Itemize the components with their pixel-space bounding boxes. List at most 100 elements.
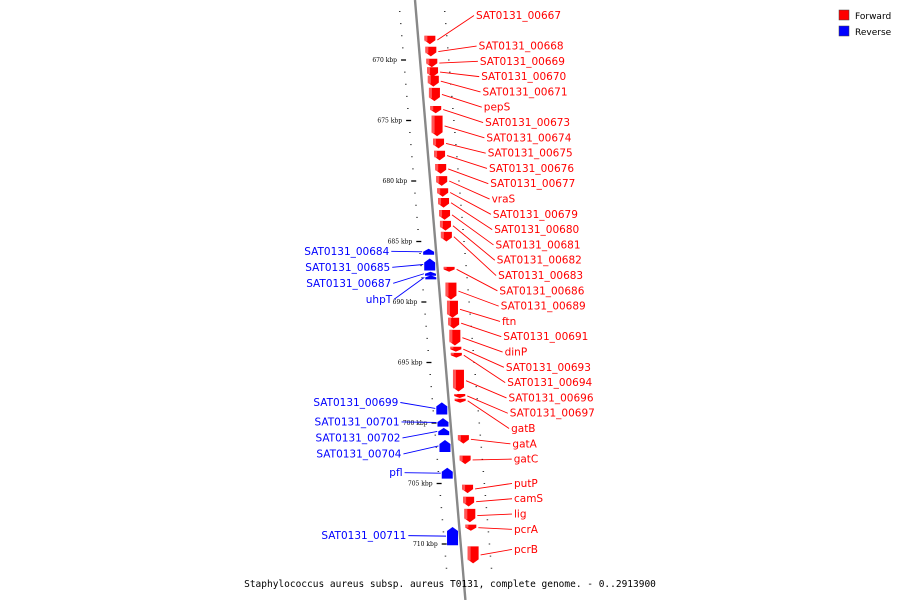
forward-gene-leader bbox=[437, 15, 475, 41]
forward-gene-shade bbox=[446, 300, 450, 315]
legend-label-forward: Forward bbox=[855, 12, 891, 22]
reverse-gene-leader bbox=[393, 277, 425, 300]
reverse-gene-leader bbox=[401, 421, 437, 423]
forward-gene-leader bbox=[472, 458, 512, 461]
forward-gene-shade bbox=[459, 455, 463, 462]
forward-gene-label: dinP bbox=[505, 347, 528, 359]
tick-label: 670 kbp bbox=[372, 57, 397, 64]
forward-gene-shade bbox=[430, 105, 434, 111]
tick-label: 690 kbp bbox=[393, 299, 418, 306]
forward-gene-shade bbox=[443, 266, 447, 269]
forward-gene-shade bbox=[454, 398, 458, 400]
reverse-gene-leader bbox=[400, 402, 436, 409]
tick-label: 705 kbp bbox=[408, 481, 433, 488]
forward-gene-leader bbox=[463, 354, 506, 384]
reverse-gene bbox=[447, 527, 459, 546]
forward-gene-label: SAT0131_00676 bbox=[489, 163, 574, 175]
reverse-gene bbox=[441, 467, 453, 479]
forward-gene-shade bbox=[431, 115, 435, 134]
forward-gene-label: gatA bbox=[512, 438, 537, 450]
forward-gene-label: SAT0131_00680 bbox=[494, 224, 579, 236]
reverse-gene-label: SAT0131_00711 bbox=[321, 530, 406, 542]
legend: Forward Reverse bbox=[838, 9, 892, 38]
forward-gene-label: SAT0131_00670 bbox=[481, 71, 566, 83]
reverse-gene-leader bbox=[404, 472, 441, 474]
reverse-gene-label: SAT0131_00701 bbox=[315, 416, 400, 428]
reverse-gene-leader bbox=[393, 273, 425, 284]
reverse-gene-label: uhpT bbox=[366, 294, 393, 306]
reverse-gene-leader bbox=[408, 535, 447, 537]
reverse-gene-label: SAT0131_00702 bbox=[315, 432, 400, 444]
forward-gene-shade bbox=[454, 393, 458, 395]
forward-gene-shade bbox=[452, 369, 456, 389]
forward-gene-shade bbox=[463, 496, 467, 504]
reverse-gene-label: SAT0131_00704 bbox=[316, 448, 401, 460]
reverse-gene-leader bbox=[392, 264, 424, 268]
forward-gene-shade bbox=[449, 329, 453, 343]
forward-gene-label: vraS bbox=[492, 194, 516, 206]
forward-gene-leader bbox=[448, 168, 489, 185]
reverse-gene bbox=[439, 439, 451, 453]
forward-gene-leader bbox=[467, 400, 510, 429]
forward-gene-label: pcrB bbox=[514, 544, 538, 556]
forward-gene-leader bbox=[450, 202, 493, 231]
forward-gene-shade bbox=[428, 87, 432, 99]
forward-gene-label: pcrA bbox=[514, 524, 539, 536]
forward-gene-shade bbox=[424, 35, 428, 42]
forward-gene-shade bbox=[426, 58, 430, 65]
forward-gene-label: SAT0131_00673 bbox=[485, 117, 570, 129]
reverse-gene-label: SAT0131_00684 bbox=[304, 246, 389, 258]
forward-gene-leader bbox=[467, 395, 508, 414]
forward-gene-shade bbox=[433, 138, 437, 146]
forward-gene-leader bbox=[449, 192, 492, 215]
reverse-gene bbox=[424, 258, 436, 271]
tick-label: 710 kbp bbox=[413, 541, 438, 548]
forward-gene-label: SAT0131_00691 bbox=[503, 331, 588, 343]
reverse-gene-leader bbox=[402, 431, 438, 439]
forward-gene-leader bbox=[459, 308, 501, 322]
forward-gene-label: gatB bbox=[511, 423, 535, 435]
forward-gene-leader bbox=[480, 548, 513, 556]
forward-gene-leader bbox=[456, 268, 498, 292]
forward-gene-leader bbox=[452, 225, 496, 261]
tick-label: 695 kbp bbox=[398, 360, 423, 367]
reverse-gene-leader bbox=[391, 250, 423, 253]
reverse-gene bbox=[425, 275, 437, 280]
forward-gene-leader bbox=[453, 236, 497, 276]
tick-label: 700 kbp bbox=[403, 420, 428, 427]
forward-gene-label: SAT0131_00674 bbox=[486, 132, 571, 144]
forward-gene-label: SAT0131_00681 bbox=[496, 239, 581, 251]
forward-gene-leader bbox=[462, 337, 503, 353]
reverse-gene-label: SAT0131_00687 bbox=[306, 278, 391, 290]
forward-gene-shade bbox=[462, 484, 466, 491]
forward-gene-shade bbox=[438, 197, 442, 205]
tick-label: 680 kbp bbox=[383, 178, 408, 185]
forward-gene-label: lig bbox=[514, 509, 527, 521]
forward-gene-shade bbox=[434, 150, 438, 158]
reverse-gene bbox=[424, 271, 436, 276]
forward-gene-label: SAT0131_00668 bbox=[479, 41, 564, 53]
reverse-gene bbox=[423, 248, 435, 255]
tick-label: 685 kbp bbox=[388, 239, 413, 246]
forward-gene-leader bbox=[470, 438, 511, 445]
forward-gene-shade bbox=[464, 508, 468, 520]
forward-gene-label: SAT0131_00679 bbox=[493, 209, 578, 221]
forward-gene-shade bbox=[427, 67, 431, 74]
forward-gene-shade bbox=[425, 46, 429, 54]
reverse-gene-label: SAT0131_00699 bbox=[313, 397, 398, 409]
forward-gene-label: gatC bbox=[514, 454, 539, 466]
forward-gene-shade bbox=[440, 231, 444, 239]
forward-gene-shade bbox=[439, 210, 443, 217]
forward-gene-leader bbox=[438, 45, 477, 52]
forward-gene-leader bbox=[440, 80, 481, 93]
forward-gene-shade bbox=[435, 164, 439, 171]
forward-gene-label: pepS bbox=[484, 102, 511, 114]
reverse-gene-leader bbox=[403, 445, 439, 455]
forward-gene-label: SAT0131_00682 bbox=[497, 255, 582, 267]
forward-gene-label: putP bbox=[514, 478, 538, 490]
gene-labels: SAT0131_00667 SAT0131_00668 SAT0131_00669 S… bbox=[304, 10, 595, 556]
forward-gene-label: SAT0131_00693 bbox=[506, 362, 591, 374]
reverse-gene bbox=[436, 402, 448, 415]
forward-gene-shade bbox=[445, 282, 449, 297]
